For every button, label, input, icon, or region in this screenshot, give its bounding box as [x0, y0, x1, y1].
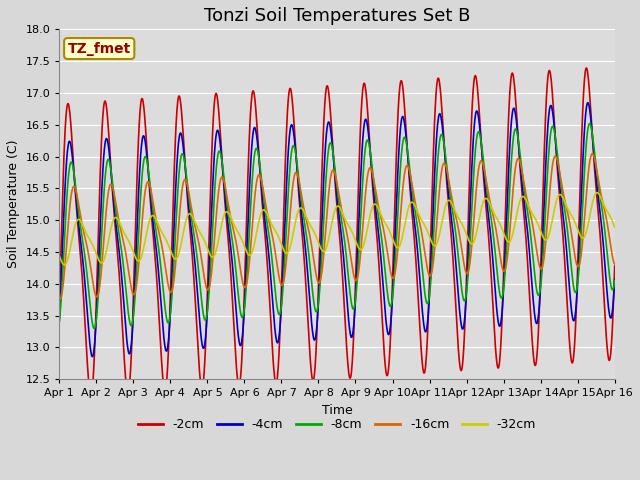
Legend: -2cm, -4cm, -8cm, -16cm, -32cm: -2cm, -4cm, -8cm, -16cm, -32cm	[132, 413, 541, 436]
Y-axis label: Soil Temperature (C): Soil Temperature (C)	[7, 140, 20, 268]
Title: Tonzi Soil Temperatures Set B: Tonzi Soil Temperatures Set B	[204, 7, 470, 25]
Text: TZ_fmet: TZ_fmet	[68, 42, 131, 56]
X-axis label: Time: Time	[322, 404, 353, 417]
